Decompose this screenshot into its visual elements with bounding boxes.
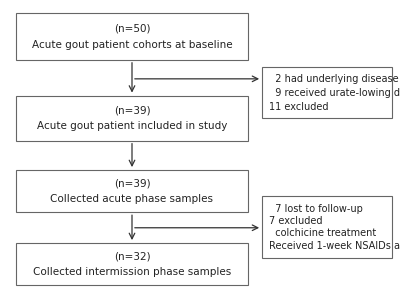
Text: 11 excluded: 11 excluded bbox=[269, 102, 329, 112]
FancyBboxPatch shape bbox=[16, 13, 248, 60]
Text: Received 1-week NSAIDs and: Received 1-week NSAIDs and bbox=[269, 241, 400, 251]
Text: (n=32): (n=32) bbox=[114, 251, 150, 261]
FancyBboxPatch shape bbox=[16, 243, 248, 286]
Text: Acute gout patient included in study: Acute gout patient included in study bbox=[37, 121, 227, 131]
Text: 7 lost to follow-up: 7 lost to follow-up bbox=[269, 204, 363, 214]
Text: (n=39): (n=39) bbox=[114, 105, 150, 115]
Text: 2 had underlying disease: 2 had underlying disease bbox=[269, 74, 399, 84]
FancyBboxPatch shape bbox=[16, 96, 248, 141]
Text: Collected acute phase samples: Collected acute phase samples bbox=[50, 194, 214, 204]
Text: Collected intermission phase samples: Collected intermission phase samples bbox=[33, 267, 231, 277]
FancyBboxPatch shape bbox=[16, 170, 248, 213]
Text: (n=39): (n=39) bbox=[114, 178, 150, 188]
Text: 9 received urate-lowing drugs: 9 received urate-lowing drugs bbox=[269, 88, 400, 98]
FancyBboxPatch shape bbox=[262, 67, 392, 118]
Text: Acute gout patient cohorts at baseline: Acute gout patient cohorts at baseline bbox=[32, 39, 232, 50]
Text: (n=50): (n=50) bbox=[114, 23, 150, 34]
Text: colchicine treatment: colchicine treatment bbox=[269, 228, 376, 238]
FancyBboxPatch shape bbox=[262, 196, 392, 258]
Text: 7 excluded: 7 excluded bbox=[269, 216, 323, 226]
